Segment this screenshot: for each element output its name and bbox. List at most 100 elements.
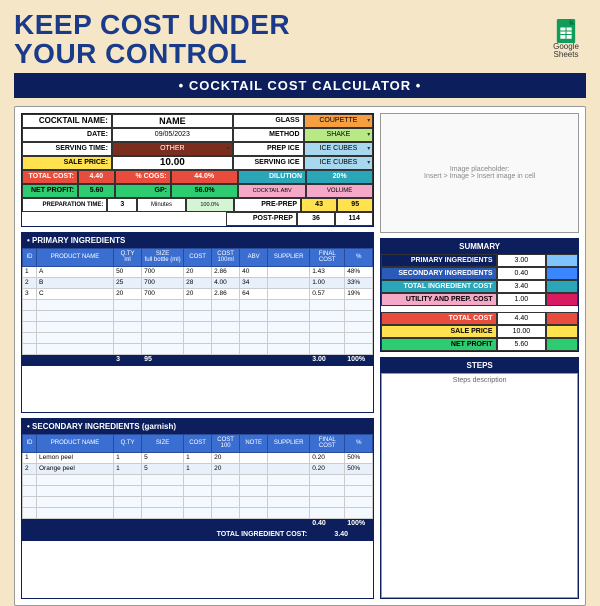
cell[interactable]	[268, 277, 310, 288]
cell[interactable]	[345, 299, 373, 310]
cell[interactable]: 1	[184, 452, 212, 463]
method-dropdown[interactable]: SHAKE	[304, 128, 374, 142]
cell[interactable]	[345, 474, 373, 485]
cell[interactable]	[23, 474, 37, 485]
cell[interactable]	[212, 332, 240, 343]
cell[interactable]	[268, 485, 310, 496]
cell[interactable]: 100%	[345, 354, 373, 365]
cell[interactable]	[212, 310, 240, 321]
cell[interactable]	[37, 496, 114, 507]
cell[interactable]	[184, 310, 212, 321]
serving-ice-dropdown[interactable]: ICE CUBES	[304, 156, 374, 170]
cell[interactable]	[114, 474, 142, 485]
cell[interactable]	[184, 485, 212, 496]
cell[interactable]	[240, 452, 268, 463]
cell[interactable]: Lemon peel	[37, 452, 114, 463]
cell[interactable]: 19%	[345, 288, 373, 299]
cell[interactable]: 1	[23, 452, 37, 463]
cell[interactable]	[114, 485, 142, 496]
cell[interactable]	[240, 474, 268, 485]
cell[interactable]: A	[37, 266, 114, 277]
cell[interactable]	[114, 496, 142, 507]
cell[interactable]	[114, 310, 142, 321]
prep-time-value[interactable]: 3	[107, 198, 137, 212]
cell[interactable]: 100%	[345, 518, 373, 529]
cell[interactable]: 2.86	[212, 288, 240, 299]
cell[interactable]: 28	[184, 277, 212, 288]
cell[interactable]	[114, 507, 142, 518]
image-placeholder[interactable]: Image placeholder: Insert > Image > Inse…	[380, 113, 579, 233]
cell[interactable]: 5	[142, 452, 184, 463]
sale-price-field[interactable]: 10.00	[112, 156, 233, 170]
cell[interactable]	[268, 354, 310, 365]
cell[interactable]	[212, 507, 240, 518]
cell[interactable]	[268, 266, 310, 277]
cell[interactable]	[345, 485, 373, 496]
steps-body[interactable]: Steps description	[381, 373, 578, 598]
cell[interactable]: Orange peel	[37, 463, 114, 474]
cell[interactable]	[142, 485, 184, 496]
cell[interactable]: 1	[114, 452, 142, 463]
cell[interactable]	[142, 332, 184, 343]
cell[interactable]: 33%	[345, 277, 373, 288]
cell[interactable]	[310, 474, 345, 485]
cell[interactable]: 4.00	[212, 277, 240, 288]
cell[interactable]	[114, 518, 142, 529]
cell[interactable]: 700	[142, 266, 184, 277]
cell[interactable]	[240, 518, 268, 529]
cell[interactable]	[23, 310, 37, 321]
cell[interactable]	[310, 299, 345, 310]
cell[interactable]: 3.00	[310, 354, 345, 365]
cell[interactable]	[310, 485, 345, 496]
cell[interactable]	[310, 310, 345, 321]
cell[interactable]: 1	[23, 266, 37, 277]
cell[interactable]	[114, 343, 142, 354]
cell[interactable]	[142, 310, 184, 321]
cell[interactable]	[23, 507, 37, 518]
cell[interactable]	[268, 310, 310, 321]
cell[interactable]	[23, 332, 37, 343]
cell[interactable]	[310, 496, 345, 507]
cell[interactable]: 50	[114, 266, 142, 277]
cell[interactable]	[37, 332, 114, 343]
cell[interactable]	[23, 496, 37, 507]
cell[interactable]: 700	[142, 277, 184, 288]
cell[interactable]	[345, 343, 373, 354]
cell[interactable]	[114, 321, 142, 332]
cell[interactable]	[240, 507, 268, 518]
cell[interactable]	[212, 343, 240, 354]
cell[interactable]	[268, 332, 310, 343]
cell[interactable]: 0.20	[310, 463, 345, 474]
cell[interactable]: 50%	[345, 463, 373, 474]
cell[interactable]	[268, 299, 310, 310]
cell[interactable]	[268, 343, 310, 354]
cell[interactable]: 1	[184, 463, 212, 474]
cell[interactable]	[212, 474, 240, 485]
cell[interactable]	[240, 496, 268, 507]
cell[interactable]	[37, 299, 114, 310]
cell[interactable]	[184, 507, 212, 518]
cell[interactable]: 0.20	[310, 452, 345, 463]
cell[interactable]: 64	[240, 288, 268, 299]
cell[interactable]: 50%	[345, 452, 373, 463]
cell[interactable]	[23, 354, 37, 365]
cell[interactable]: 2	[23, 463, 37, 474]
cell[interactable]	[240, 485, 268, 496]
cell[interactable]	[37, 518, 114, 529]
cell[interactable]	[23, 485, 37, 496]
cell[interactable]	[184, 518, 212, 529]
cell[interactable]	[345, 310, 373, 321]
cell[interactable]	[240, 321, 268, 332]
cell[interactable]: 1.00	[310, 277, 345, 288]
cell[interactable]	[345, 321, 373, 332]
cell[interactable]	[114, 332, 142, 343]
cell[interactable]	[268, 474, 310, 485]
cell[interactable]	[240, 332, 268, 343]
cell[interactable]	[184, 321, 212, 332]
cell[interactable]	[142, 474, 184, 485]
cell[interactable]: 34	[240, 277, 268, 288]
cell[interactable]	[240, 463, 268, 474]
cell[interactable]	[37, 354, 114, 365]
cell[interactable]	[184, 299, 212, 310]
cell[interactable]	[37, 507, 114, 518]
